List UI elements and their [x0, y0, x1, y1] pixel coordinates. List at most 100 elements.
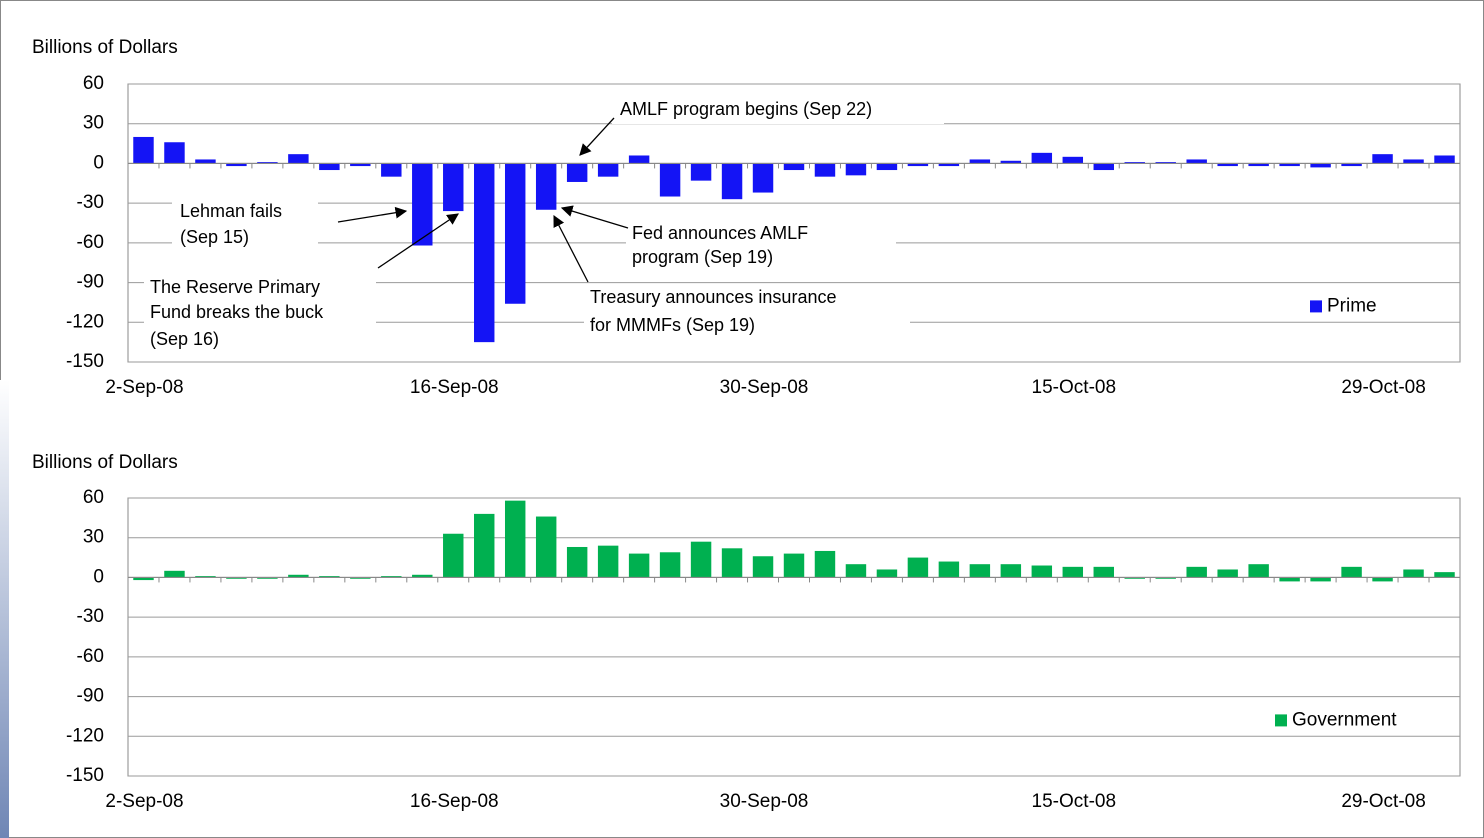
bar [628, 155, 650, 164]
annotation-bg [626, 220, 896, 272]
y-axis-label: Billions of Dollars [32, 37, 178, 58]
bar [752, 556, 774, 578]
x-tick-label: 2-Sep-08 [105, 791, 183, 812]
x-tick-label: 29-Oct-08 [1341, 791, 1425, 812]
bar [226, 577, 247, 579]
bar [876, 569, 898, 578]
bar [566, 546, 588, 578]
bar [1248, 564, 1269, 578]
annotation: The Reserve Primary [150, 277, 320, 297]
y-tick-label: -90 [77, 686, 104, 707]
bar [226, 163, 247, 167]
bar [659, 163, 681, 197]
annotation: Lehman fails [180, 201, 282, 221]
x-tick-label: 16-Sep-08 [410, 791, 499, 812]
bar [1124, 162, 1145, 164]
arrow [377, 213, 459, 269]
bar [628, 553, 650, 578]
bar [1279, 577, 1300, 582]
bar [1372, 577, 1393, 582]
bar [504, 163, 526, 304]
y-tick-label: -120 [66, 725, 104, 746]
bar [535, 516, 557, 578]
bar [814, 550, 836, 578]
legend-swatch [1310, 300, 1322, 313]
bar [969, 159, 991, 164]
bar [164, 142, 185, 164]
bar [164, 570, 185, 578]
bar [845, 163, 867, 176]
bar [1310, 577, 1331, 582]
annotation: (Sep 16) [150, 329, 219, 349]
annotation-bg [584, 284, 910, 340]
bar [1000, 564, 1022, 578]
bar [659, 552, 681, 578]
x-tick-label: 2-Sep-08 [105, 377, 183, 398]
bar [783, 163, 805, 171]
bar [907, 163, 929, 167]
x-tick-label: 15-Oct-08 [1032, 377, 1116, 398]
y-tick-label: -30 [77, 192, 104, 213]
y-tick-label: -90 [77, 272, 104, 293]
bar [597, 163, 619, 177]
arrow [553, 214, 589, 283]
bar [474, 163, 495, 343]
bar [257, 162, 278, 164]
bar [1093, 566, 1114, 578]
bar [443, 163, 464, 212]
bar [504, 500, 526, 578]
bar [721, 548, 743, 578]
bar [1217, 569, 1238, 578]
bar [195, 159, 216, 164]
annotation-bg [144, 274, 376, 354]
bar [845, 564, 867, 578]
bar [1062, 566, 1084, 578]
annotation: program (Sep 19) [632, 247, 773, 267]
x-tick-label: 15-Oct-08 [1032, 791, 1116, 812]
arrow [579, 117, 615, 156]
bar [133, 577, 154, 581]
annotation: Fund breaks the buck [150, 302, 324, 322]
bar [350, 163, 371, 167]
arrow [337, 206, 408, 223]
bar [1155, 162, 1176, 164]
bar [597, 545, 619, 578]
bar [783, 553, 805, 578]
bar [412, 163, 433, 246]
y-tick-label: 30 [83, 113, 104, 134]
annotation: Fed announces AMLF [632, 223, 808, 243]
bar [1279, 163, 1300, 167]
bar [381, 163, 402, 177]
bar [288, 574, 309, 578]
bar [319, 163, 340, 171]
bar [876, 163, 898, 171]
annotation: AMLF program begins (Sep 22) [620, 99, 872, 119]
y-axis-label: Billions of Dollars [32, 452, 178, 473]
bar [1093, 163, 1114, 171]
bar [195, 576, 216, 578]
bar [566, 163, 588, 182]
bar [1341, 163, 1362, 167]
bar [443, 533, 464, 578]
bar [288, 154, 309, 164]
annotation: (Sep 15) [180, 227, 249, 247]
y-tick-label: 60 [83, 487, 104, 508]
legend-label: Prime [1327, 295, 1377, 316]
bar [1217, 163, 1238, 167]
y-tick-label: -30 [77, 606, 104, 627]
bar [257, 577, 278, 579]
bar [1403, 159, 1424, 164]
bar [938, 561, 960, 578]
bar [690, 163, 712, 181]
bar [721, 163, 743, 200]
arrow [560, 205, 629, 229]
legend-swatch [1275, 714, 1287, 727]
bar [535, 163, 557, 210]
annotation: for MMMFs (Sep 19) [590, 315, 755, 335]
x-tick-label: 16-Sep-08 [410, 377, 499, 398]
bar [1372, 154, 1393, 164]
y-tick-label: -120 [66, 311, 104, 332]
bar [474, 513, 495, 578]
bar [752, 163, 774, 193]
